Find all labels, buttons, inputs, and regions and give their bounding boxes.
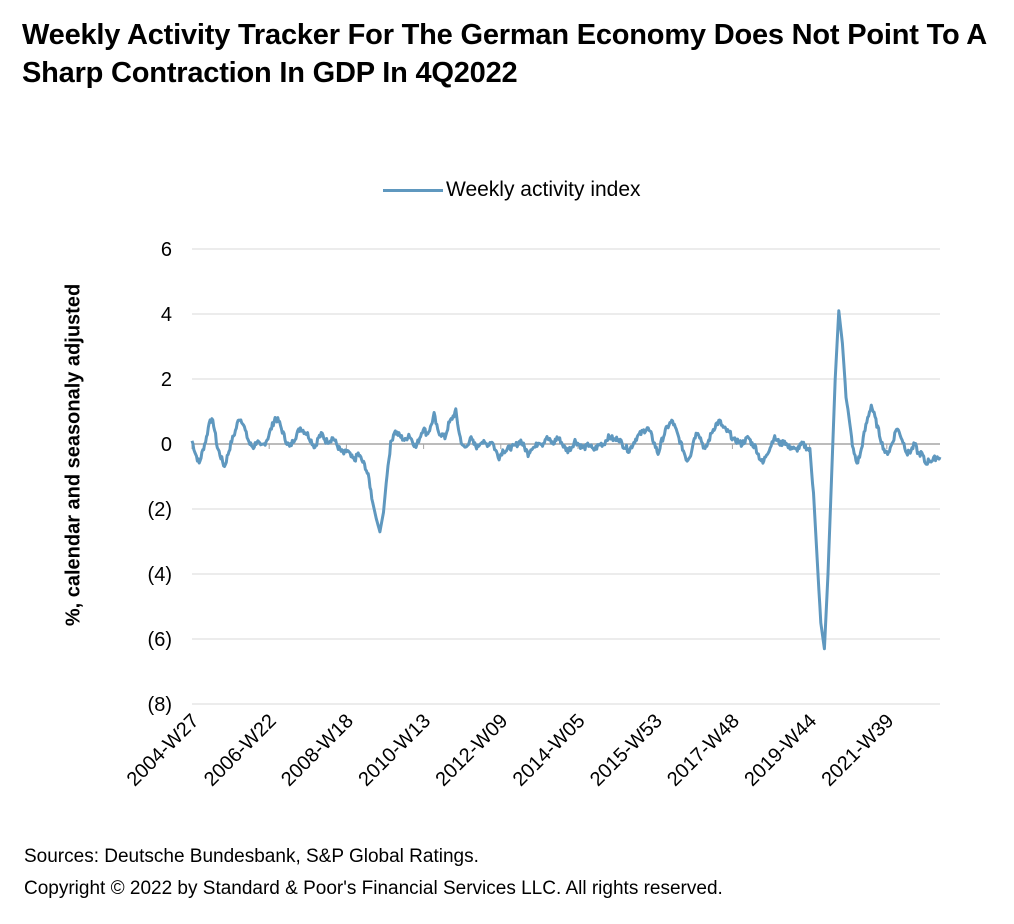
x-tick-label: 2004-W27: [123, 710, 204, 791]
x-tick-label: 2021-W39: [818, 710, 899, 791]
y-tick-label: 6: [161, 239, 172, 261]
y-tick-label: 0: [161, 434, 172, 456]
y-tick-label: (6): [148, 629, 172, 651]
legend-label: Weekly activity index: [446, 178, 641, 201]
gridlines: [192, 248, 940, 705]
y-tick-label: (8): [148, 694, 172, 716]
x-tick-label: 2014-W05: [509, 710, 590, 791]
y-tick-label: 4: [161, 304, 172, 326]
series-group: [190, 309, 942, 651]
copyright-note: Copyright © 2022 by Standard & Poor's Fi…: [24, 878, 723, 899]
y-tick-label: (4): [148, 564, 172, 586]
series-line-weekly-activity-index: [190, 309, 942, 651]
x-tick-label: 2015-W53: [586, 710, 667, 791]
y-tick-label: 2: [161, 369, 172, 391]
x-tick-label: 2008-W18: [277, 710, 358, 791]
y-tick-labels: 6 4 2 0 (2) (4) (6) (8): [148, 239, 172, 716]
chart-title: Weekly Activity Tracker For The German E…: [22, 19, 986, 89]
x-tick-label: 2010-W13: [354, 710, 435, 791]
legend: Weekly activity index: [0, 176, 1014, 204]
legend-swatch-weekly-activity-index: [383, 189, 443, 192]
x-tick-label: 2006-W22: [200, 710, 281, 791]
source-note: Sources: Deutsche Bundesbank, S&P Global…: [24, 846, 479, 867]
x-tick-labels: 2004-W272006-W222008-W182010-W132012-W09…: [123, 444, 899, 791]
x-tick-label: 2012-W09: [432, 710, 513, 791]
y-tick-label: (2): [148, 499, 172, 521]
x-tick-label: 2017-W48: [663, 710, 744, 791]
x-tick-label: 2019-W44: [740, 710, 821, 791]
